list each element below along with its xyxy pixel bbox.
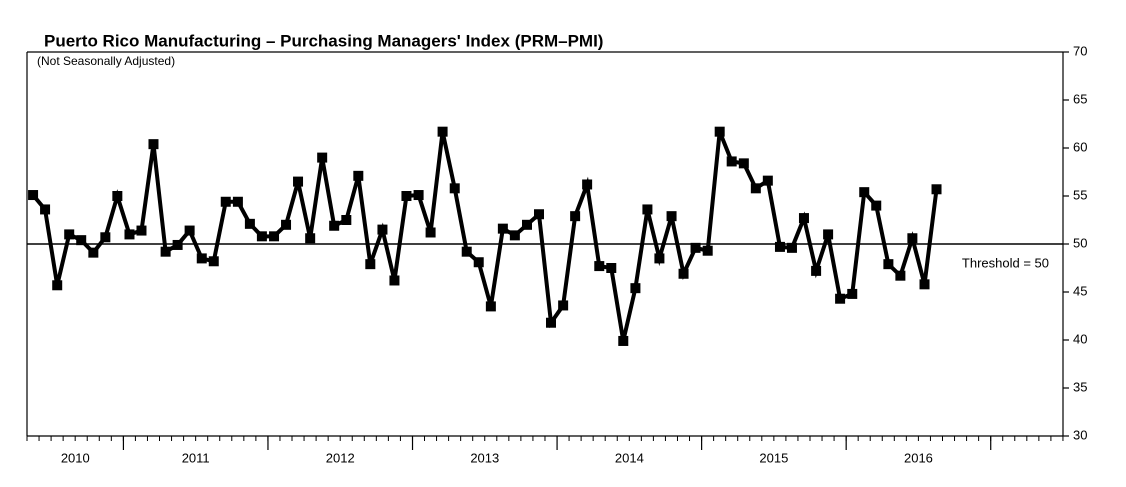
x-tick-label: 2014 [615,450,644,465]
point-marker [449,183,460,194]
point-marker [714,126,725,137]
point-marker [40,204,51,215]
chart-subtitle: (Not Seasonally Adjusted) [37,54,175,68]
point-marker [786,242,797,253]
point-marker [341,215,352,225]
point-marker [88,247,99,258]
point-marker [690,242,701,253]
point-marker [774,241,785,252]
point-marker [401,191,412,201]
point-marker [160,246,171,257]
point-marker [269,231,280,242]
y-tick-label: 65 [1073,91,1087,106]
point-marker [702,245,713,256]
point-marker [28,190,39,201]
point-marker [329,220,340,231]
point-marker [124,229,135,240]
point-marker [606,263,617,273]
point-marker [534,209,545,220]
point-marker [666,211,677,222]
point-marker [473,257,484,268]
x-tick-label: 2010 [61,450,90,465]
point-marker [148,139,159,150]
point-marker [811,265,822,276]
point-marker [256,231,267,242]
point-marker [76,235,87,246]
point-marker [196,253,207,264]
point-marker [798,213,809,224]
point-marker [919,279,930,290]
y-tick-label: 40 [1073,331,1087,346]
point-marker [750,183,761,194]
point-marker [437,126,448,137]
point-marker [582,179,593,190]
point-marker [184,225,195,236]
point-marker [232,196,243,207]
point-marker [172,239,183,250]
point-marker [654,253,665,264]
point-marker [389,275,400,286]
x-tick-label: 2012 [326,450,355,465]
point-marker [931,184,942,195]
point-marker [112,191,123,201]
x-tick-label: 2015 [759,450,788,465]
x-tick-label: 2013 [470,450,499,465]
point-marker [244,218,255,229]
chart-title: Puerto Rico Manufacturing – Purchasing M… [44,31,603,50]
point-marker [509,230,520,241]
point-marker [847,288,858,299]
point-marker [52,280,63,291]
point-marker [859,187,870,198]
point-marker [497,223,508,234]
point-marker [871,200,882,211]
point-marker [293,176,304,187]
point-marker [895,270,906,281]
point-marker [317,152,328,163]
threshold-label: Threshold = 50 [962,255,1049,270]
point-marker [630,283,641,294]
point-marker [461,246,472,257]
y-tick-label: 50 [1073,235,1087,250]
point-marker [823,229,834,240]
y-tick-label: 30 [1073,427,1087,442]
point-marker [883,259,894,270]
point-marker [64,229,75,240]
x-tick-label: 2016 [904,450,933,465]
y-tick-label: 45 [1073,283,1087,298]
point-marker [413,190,424,201]
point-marker [353,170,364,181]
point-marker [522,219,533,230]
y-tick-label: 60 [1073,139,1087,154]
point-marker [726,156,737,167]
point-marker [425,227,436,238]
point-marker [678,268,689,279]
point-marker [208,256,219,267]
point-marker [545,317,556,328]
point-marker [220,196,231,207]
point-marker [100,232,111,243]
point-marker [835,293,846,304]
point-marker [136,225,147,236]
point-marker [377,224,388,235]
y-tick-label: 55 [1073,187,1087,202]
y-tick-label: 70 [1073,43,1087,58]
point-marker [762,175,773,186]
point-marker [738,158,749,169]
point-marker [618,335,629,346]
y-tick-label: 35 [1073,379,1087,394]
point-marker [642,204,653,215]
point-marker [365,259,376,270]
point-marker [594,261,605,272]
point-marker [570,211,581,222]
point-marker [281,219,292,230]
series-line [31,130,939,342]
point-marker [485,301,496,312]
point-marker [305,233,316,244]
x-tick-label: 2011 [182,450,210,465]
point-marker [907,233,918,244]
point-marker [558,300,569,311]
